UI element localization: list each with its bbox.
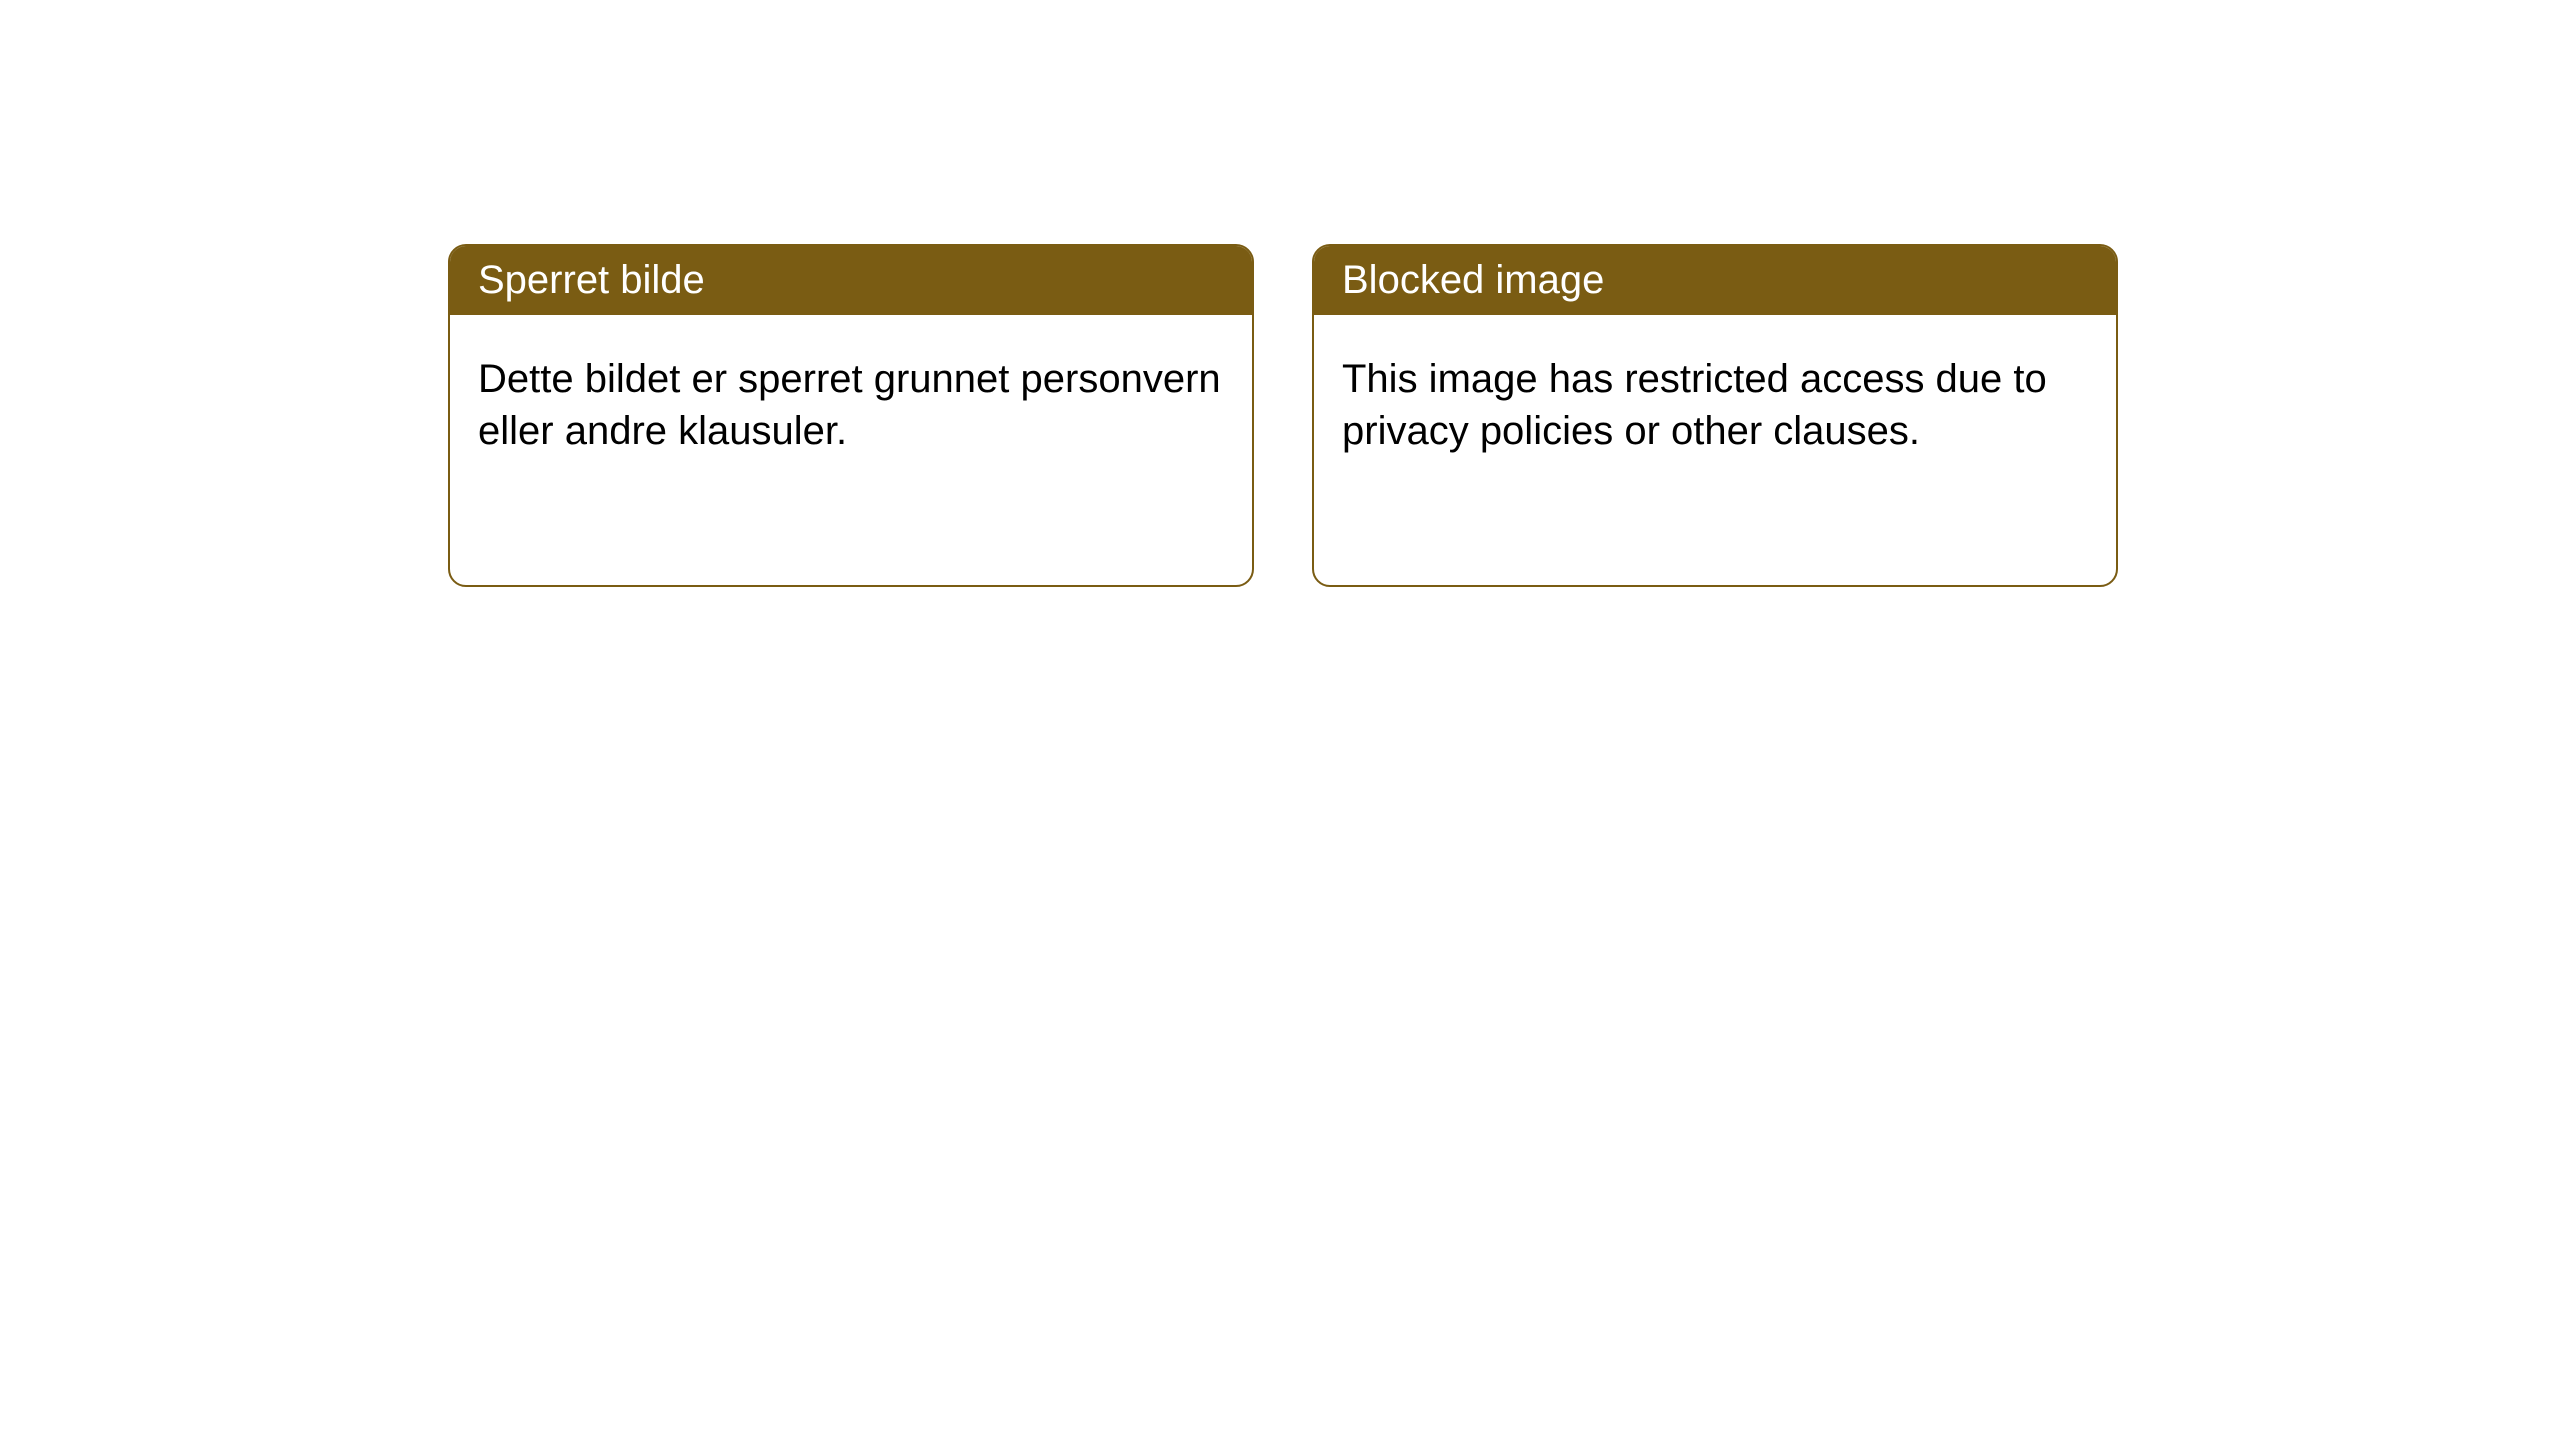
card-body: Dette bildet er sperret grunnet personve…: [450, 315, 1252, 585]
notice-container: Sperret bilde Dette bildet er sperret gr…: [0, 0, 2560, 587]
blocked-image-card-no: Sperret bilde Dette bildet er sperret gr…: [448, 244, 1254, 587]
card-header: Sperret bilde: [450, 246, 1252, 315]
card-header: Blocked image: [1314, 246, 2116, 315]
card-message: Dette bildet er sperret grunnet personve…: [478, 357, 1221, 453]
card-title: Sperret bilde: [478, 258, 705, 302]
blocked-image-card-en: Blocked image This image has restricted …: [1312, 244, 2118, 587]
card-title: Blocked image: [1342, 258, 1604, 302]
card-body: This image has restricted access due to …: [1314, 315, 2116, 585]
card-message: This image has restricted access due to …: [1342, 357, 2047, 453]
